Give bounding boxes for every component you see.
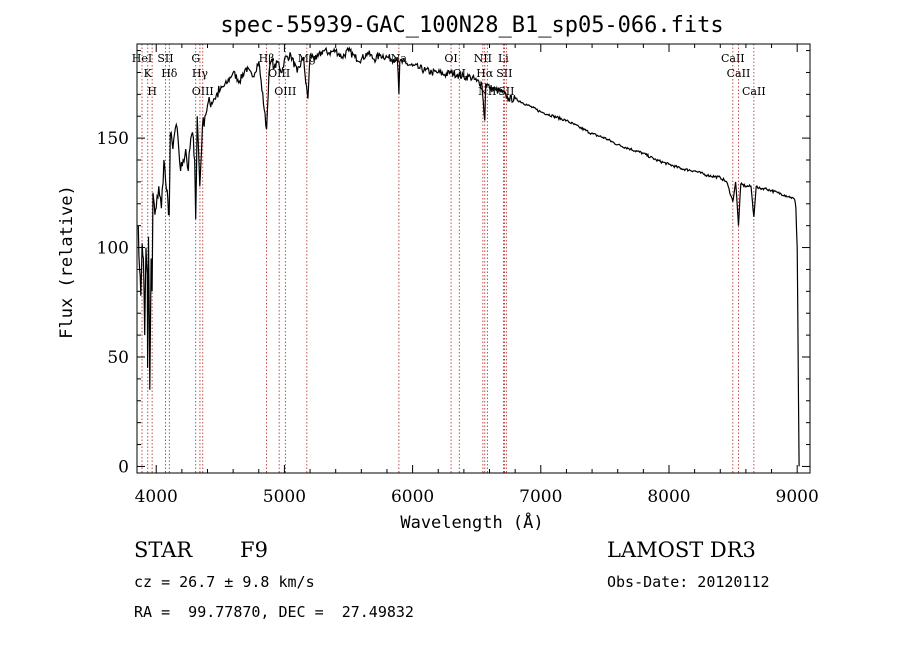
line-label: OIII xyxy=(274,85,296,98)
x-tick-label: 4000 xyxy=(135,487,178,507)
ra-dec: RA = 99.77870, DEC = 27.49832 xyxy=(134,603,414,621)
y-tick-label: 100 xyxy=(97,239,129,259)
line-label: K xyxy=(144,67,153,80)
line-markers xyxy=(141,44,755,473)
x-tick-label: 9000 xyxy=(776,487,819,507)
object-class: STAR xyxy=(134,538,193,562)
line-label: Na xyxy=(391,52,408,65)
line-label: OIII xyxy=(192,85,214,98)
spectrum-line xyxy=(137,46,800,467)
y-axis-ticks: 0 50 100 150 xyxy=(97,50,810,477)
y-axis-label: Flux (relative) xyxy=(57,185,77,339)
object-subclass: F9 xyxy=(240,538,268,562)
survey-name: LAMOST DR3 xyxy=(607,538,756,562)
line-label: CaII xyxy=(727,67,751,80)
line-label: HeI xyxy=(132,52,152,65)
x-axis-label: Wavelength (Å) xyxy=(400,511,543,533)
x-tick-label: 6000 xyxy=(391,487,434,507)
line-label: Li xyxy=(498,52,509,65)
plot-frame xyxy=(136,43,811,474)
line-label: Hδ xyxy=(161,67,178,80)
line-label: SII xyxy=(157,52,173,65)
line-label: NII xyxy=(474,52,492,65)
line-label: CaII xyxy=(742,85,766,98)
y-tick-label: 150 xyxy=(97,129,129,149)
line-label: Hα xyxy=(476,67,494,80)
y-tick-label: 50 xyxy=(107,348,129,368)
y-tick-label: 0 xyxy=(118,457,129,477)
x-axis-ticks: 4000 5000 6000 7000 8000 9000 xyxy=(135,44,819,507)
x-tick-label: 7000 xyxy=(519,487,562,507)
redshift-cz: cz = 26.7 ± 9.8 km/s xyxy=(134,573,315,591)
line-label: OIII xyxy=(268,67,290,80)
obs-date: Obs-Date: 20120112 xyxy=(607,573,770,591)
line-label: OI xyxy=(444,52,457,65)
chart-title: spec-55939-GAC_100N28_B1_sp05-066.fits xyxy=(220,13,723,38)
line-label: Hγ xyxy=(192,67,209,80)
x-tick-label: 8000 xyxy=(647,487,690,507)
line-label: SII xyxy=(496,67,512,80)
line-label: H xyxy=(147,85,157,98)
line-label: G xyxy=(191,52,200,65)
line-label: CaII xyxy=(721,52,745,65)
x-tick-label: 5000 xyxy=(263,487,306,507)
